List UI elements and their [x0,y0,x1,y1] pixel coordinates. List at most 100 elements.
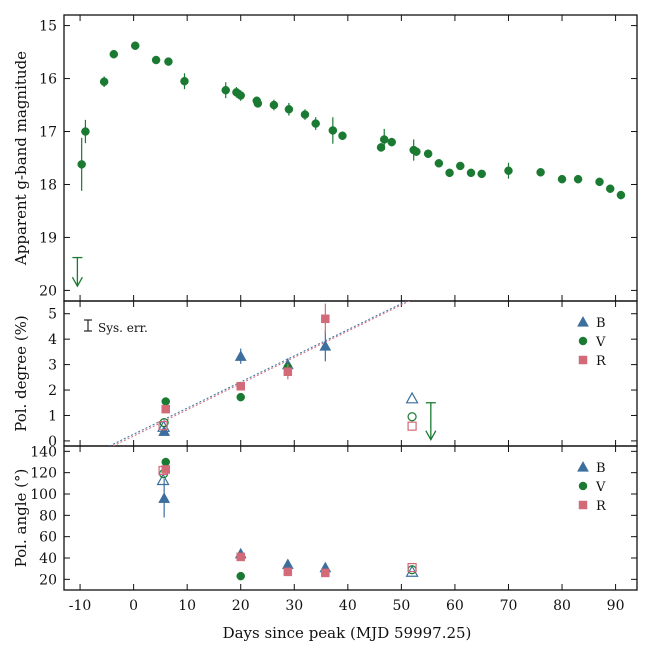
y-tick-label: 100 [30,487,57,503]
data-point-g [536,168,545,177]
data-point-g [328,126,338,135]
panel-2: 0 1 2 3 4 5 Pol. degree (%) BVR Sys. err. [12,301,637,450]
x-tick-label: 90 [607,598,625,614]
data-point-g [376,143,386,152]
data-point-g [109,49,119,59]
data-point-g [616,190,626,200]
sys-err-label: Sys. err. [98,321,148,335]
data-point-g [311,119,320,128]
legend-marker-V [578,336,588,346]
legend-label-B: B [596,316,606,331]
data-point-g [595,177,604,187]
data-point-V [236,392,245,402]
y-tick-label: 19 [39,230,57,246]
data-point-g [445,168,454,178]
data-point-g [412,147,421,156]
y-tick-label: 16 [39,72,57,88]
data-point-g [477,169,486,179]
data-point-R [236,552,245,562]
data-point-g [456,161,465,171]
open-point-R [158,465,168,476]
data-point-g [284,105,294,114]
y-tick-label: 1 [48,408,57,424]
data-point-g [253,99,263,108]
data-point-V [161,457,170,467]
legend-marker-R [578,355,588,365]
x-tick-label: 20 [232,598,250,614]
data-point-B [281,558,294,570]
open-point-R [407,421,417,431]
y-tick-label: 80 [39,508,57,524]
data-point-g [130,41,140,50]
legend-label-R: R [596,499,607,514]
data-point-R [161,404,170,414]
y-tick-label: 3 [48,358,57,374]
y-axis-title: Pol. degree (%) [12,315,30,432]
y-tick-label: 15 [39,19,57,35]
y-tick-label: 17 [39,125,57,141]
fit-line-B [109,301,407,446]
x-tick-label: 70 [500,598,518,614]
data-point-g [338,131,347,141]
y-axis-title: Pol. angle (°) [12,469,30,568]
data-point-g [300,110,310,119]
data-point-g [379,135,389,144]
y-tick-label: 120 [30,466,57,482]
panel-frames [63,14,638,591]
plot-area [109,301,437,446]
data-point-g [434,159,444,168]
open-point-R [158,421,168,431]
open-point-B [405,391,419,404]
legend-label-R: R [596,354,607,369]
data-point-g [164,57,173,66]
data-point-R [236,381,245,391]
legend-label-B: B [596,461,606,476]
data-point-g [605,184,615,193]
open-point-B [156,473,170,486]
x-tick-label: 30 [285,598,303,614]
upper-limit-arrowhead [425,430,437,441]
x-tick-label: 0 [129,598,138,614]
y-tick-label: 140 [30,444,57,460]
data-point-g [236,91,245,100]
y-tick-label: 20 [39,283,57,299]
y-tick-label: 40 [39,551,57,567]
y-axis-title: Apparent g-band magnitude [12,51,30,266]
x-tick-label: 50 [392,598,410,614]
data-point-B [234,350,247,361]
x-tick-label: 80 [553,598,571,614]
data-point-g [180,76,189,86]
panel-1: 15 16 17 18 19 20 Apparent g-band magnitude [12,15,637,301]
data-point-g [423,149,433,159]
y-tick-label: 5 [48,307,57,323]
data-point-g [557,174,567,184]
data-point-g [77,160,86,169]
data-point-R [161,465,170,474]
plot-area [71,41,626,288]
legend: BVR [577,460,607,514]
data-point-g [81,127,90,136]
legend-marker-B [577,315,589,327]
upper-limit-arrowhead [71,276,83,288]
y-tick-label: 0 [48,434,57,450]
data-point-B [158,492,171,503]
data-point-V [236,571,245,581]
data-point-g [504,166,513,175]
data-point-V [161,397,170,406]
plot-area [156,457,419,581]
legend: BVR [577,315,607,369]
y-tick-label: 18 [39,177,57,193]
x-tick-label: -10 [69,598,92,614]
y-tick-label: 2 [48,383,57,399]
legend-marker-V [578,481,588,491]
x-tick-label: 40 [339,598,357,614]
data-point-g [151,55,161,65]
x-tick-label: 60 [446,598,464,614]
legend-marker-R [578,500,588,510]
y-tick-label: 4 [48,332,57,348]
data-point-g [269,100,279,110]
panel-3: 20 40 60 80 100 120 140 -10 0 10 20 30 40 50 60 70 80 90 P… [12,444,637,614]
data-point-g [221,85,230,95]
